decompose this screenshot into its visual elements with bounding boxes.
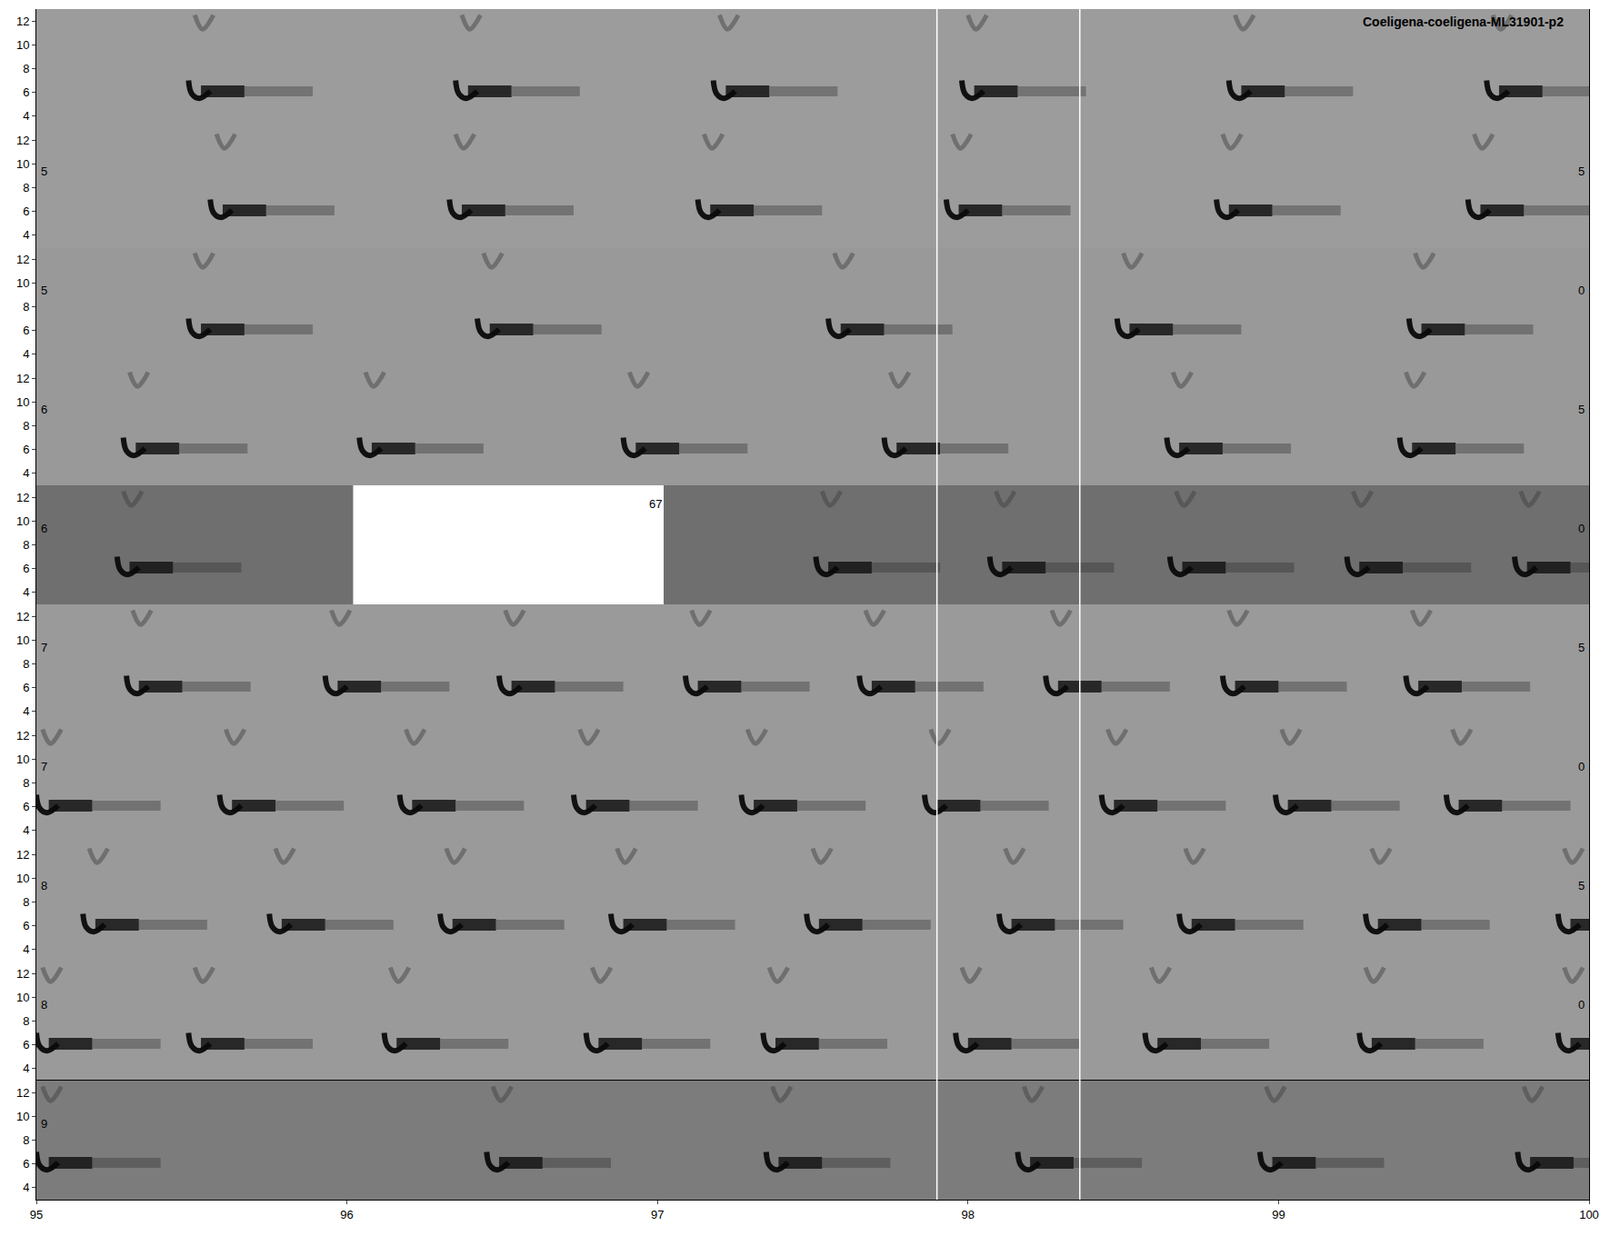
svg-text:8: 8 <box>40 998 48 1012</box>
svg-text:10: 10 <box>16 633 30 648</box>
svg-text:8: 8 <box>22 300 30 314</box>
svg-text:10: 10 <box>16 1110 30 1124</box>
svg-text:10: 10 <box>16 871 30 886</box>
svg-text:5: 5 <box>40 164 48 179</box>
svg-text:9: 9 <box>40 1117 48 1131</box>
svg-text:5: 5 <box>40 283 48 298</box>
svg-text:12: 12 <box>16 14 30 29</box>
svg-text:0: 0 <box>1578 283 1585 298</box>
svg-text:12: 12 <box>16 1086 30 1100</box>
svg-text:0: 0 <box>1578 760 1585 774</box>
svg-text:67: 67 <box>649 497 662 511</box>
svg-text:12: 12 <box>16 729 30 743</box>
svg-text:95: 95 <box>30 1208 43 1222</box>
svg-text:8: 8 <box>22 657 30 671</box>
svg-text:6: 6 <box>22 561 30 576</box>
svg-text:5: 5 <box>1578 640 1585 655</box>
svg-text:12: 12 <box>16 252 30 267</box>
svg-text:100: 100 <box>1579 1208 1600 1222</box>
svg-text:5: 5 <box>1578 164 1585 179</box>
svg-text:6: 6 <box>22 919 30 933</box>
svg-text:6: 6 <box>22 1038 30 1052</box>
svg-text:8: 8 <box>22 180 30 195</box>
svg-text:4: 4 <box>22 823 30 838</box>
svg-text:7: 7 <box>40 640 48 655</box>
svg-text:6: 6 <box>22 204 30 219</box>
svg-text:5: 5 <box>1578 402 1585 417</box>
svg-text:8: 8 <box>22 1014 30 1029</box>
svg-text:8: 8 <box>22 895 30 910</box>
svg-text:96: 96 <box>340 1208 353 1222</box>
svg-text:12: 12 <box>16 610 30 624</box>
svg-text:10: 10 <box>16 276 30 290</box>
svg-text:12: 12 <box>16 490 30 505</box>
svg-text:4: 4 <box>22 1061 30 1076</box>
svg-text:4: 4 <box>22 704 30 719</box>
svg-text:97: 97 <box>650 1208 664 1222</box>
svg-text:6: 6 <box>40 521 48 536</box>
svg-text:6: 6 <box>22 442 30 457</box>
svg-text:4: 4 <box>22 1180 30 1195</box>
svg-text:10: 10 <box>16 157 30 171</box>
svg-text:98: 98 <box>961 1208 975 1222</box>
svg-text:12: 12 <box>16 967 30 981</box>
svg-text:6: 6 <box>22 323 30 338</box>
svg-text:4: 4 <box>22 228 30 242</box>
svg-text:4: 4 <box>22 585 30 600</box>
svg-text:99: 99 <box>1271 1208 1285 1222</box>
svg-text:4: 4 <box>22 109 30 123</box>
svg-text:0: 0 <box>1578 998 1585 1012</box>
svg-text:10: 10 <box>16 514 30 529</box>
svg-text:10: 10 <box>16 752 30 767</box>
svg-text:4: 4 <box>22 347 30 361</box>
svg-text:12: 12 <box>16 133 30 148</box>
svg-text:8: 8 <box>22 776 30 790</box>
svg-text:7: 7 <box>40 760 48 774</box>
svg-text:0: 0 <box>1578 521 1585 536</box>
svg-text:12: 12 <box>16 371 30 386</box>
svg-text:12: 12 <box>16 848 30 862</box>
svg-text:8: 8 <box>22 419 30 433</box>
svg-text:6: 6 <box>22 85 30 100</box>
svg-text:4: 4 <box>22 466 30 480</box>
svg-text:4: 4 <box>22 942 30 957</box>
svg-text:10: 10 <box>16 395 30 410</box>
svg-text:6: 6 <box>22 680 30 695</box>
svg-text:8: 8 <box>40 879 48 893</box>
svg-text:10: 10 <box>16 990 30 1005</box>
svg-text:8: 8 <box>22 61 30 76</box>
svg-text:6: 6 <box>40 402 48 417</box>
svg-text:8: 8 <box>22 1133 30 1148</box>
svg-text:10: 10 <box>16 38 30 52</box>
svg-text:5: 5 <box>1578 879 1585 893</box>
svg-text:Coeligena-coeligena-ML31901-p2: Coeligena-coeligena-ML31901-p2 <box>1362 14 1564 30</box>
svg-text:6: 6 <box>22 800 30 814</box>
svg-text:8: 8 <box>22 538 30 552</box>
svg-text:6: 6 <box>22 1157 30 1171</box>
